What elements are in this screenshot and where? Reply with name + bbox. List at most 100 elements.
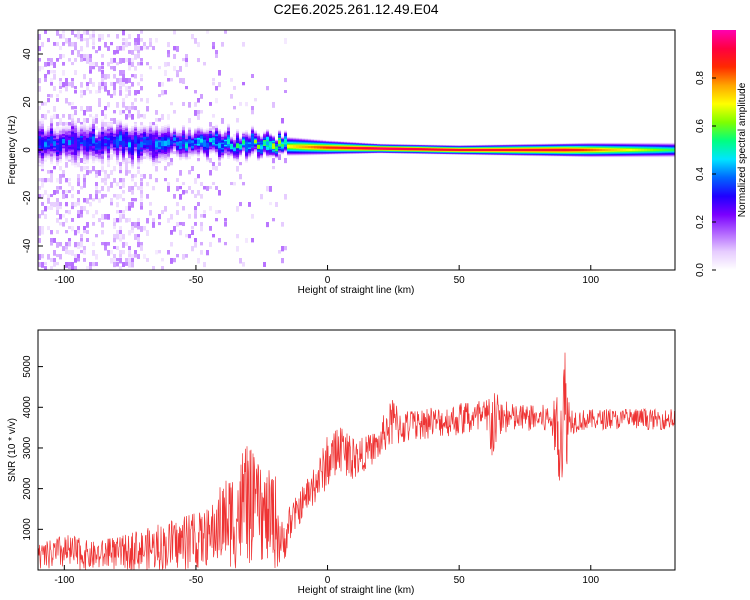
spectrogram-cell xyxy=(137,226,140,230)
spectrogram-cell xyxy=(185,234,188,238)
spectrogram-cell xyxy=(515,149,518,151)
spectrogram-cell xyxy=(68,82,71,87)
spectrogram-cell xyxy=(272,218,275,222)
spectrogram-cell xyxy=(59,118,62,124)
snr-x-tick-label: -50 xyxy=(189,575,204,586)
spectrogram-cell xyxy=(74,34,77,38)
spectrogram-cell xyxy=(188,118,191,124)
spectrogram-cell xyxy=(131,262,134,268)
spectrogram-cell xyxy=(224,222,227,227)
spectrogram-cell xyxy=(134,254,137,258)
spectrogram-cell xyxy=(89,34,92,40)
spectrogram-cell xyxy=(368,147,371,150)
spectrogram-cell xyxy=(98,102,101,107)
spectrogram-cell xyxy=(62,246,65,252)
spectrogram-cell xyxy=(44,206,47,212)
spectrogram-cell xyxy=(452,148,455,151)
spectrogram-cell xyxy=(281,246,284,252)
spectrogram-cell xyxy=(38,34,41,40)
spectrogram-cell xyxy=(125,262,128,266)
snr-y-ticks: 1000 2000 3000 4000 5000 xyxy=(22,355,43,540)
spectrogram-cell xyxy=(143,174,146,179)
spectrogram-cell xyxy=(47,254,50,260)
spectrogram-cell xyxy=(164,70,167,76)
spectrogram-cell xyxy=(152,186,155,191)
spectrogram-cell xyxy=(77,230,80,234)
spectrogram-cell xyxy=(98,34,101,40)
spectrogram-cell xyxy=(110,170,113,175)
spectrogram-cell xyxy=(323,146,326,149)
spectrogram-cell xyxy=(479,149,482,151)
spectrogram-cell xyxy=(122,110,125,114)
spectrogram-cell xyxy=(107,34,110,38)
spectrogram-cell xyxy=(182,139,185,145)
spectrogram-cell xyxy=(56,198,59,203)
spectrogram-cell xyxy=(620,148,623,152)
spectrogram-cell xyxy=(200,94,203,99)
spectrogram-cell xyxy=(209,138,212,143)
spectrogram-cell xyxy=(179,66,182,72)
spectrogram-cell xyxy=(146,194,149,199)
spectrogram-cell xyxy=(125,258,128,262)
spectrogram-cell xyxy=(80,206,83,210)
spectrogram-cell xyxy=(218,143,221,149)
spectrogram-cell xyxy=(65,246,68,250)
spectrogram-cell xyxy=(134,174,137,178)
spectrogram-cell xyxy=(140,198,143,202)
spectrogram-y-tick-label: 20 xyxy=(22,96,33,108)
spectrogram-cell xyxy=(95,144,98,149)
snr-x-tick-label: 0 xyxy=(325,575,331,586)
spectrogram-cell xyxy=(197,202,200,207)
spectrogram-cell xyxy=(194,102,197,107)
spectrogram-cell xyxy=(125,114,128,120)
spectrogram-cell xyxy=(143,42,146,48)
spectrogram-cell xyxy=(122,74,125,80)
spectrogram-cell xyxy=(89,202,92,207)
spectrogram-cell xyxy=(206,142,209,148)
spectrogram-cell xyxy=(113,254,116,259)
spectrogram-cell xyxy=(83,54,86,59)
spectrogram-cell xyxy=(212,114,215,118)
spectrogram-cell xyxy=(209,122,212,128)
spectrogram-cell xyxy=(260,194,263,200)
spectrogram-cell xyxy=(194,194,197,199)
spectrogram-cell xyxy=(239,258,242,264)
spectrogram-cell xyxy=(113,222,116,227)
spectrogram-cell xyxy=(332,146,335,149)
spectrogram-cell xyxy=(101,186,104,191)
spectrogram-cell xyxy=(83,30,86,35)
spectrogram-cell xyxy=(92,30,95,35)
spectrogram-cell xyxy=(209,158,212,163)
spectrogram-cell xyxy=(68,190,71,194)
spectrogram-cell xyxy=(167,162,170,167)
spectrogram-cell xyxy=(533,149,536,151)
spectrogram-cell xyxy=(269,202,272,206)
spectrogram-cell xyxy=(62,138,65,144)
spectrogram-cell xyxy=(83,58,86,62)
spectrogram-cell xyxy=(383,147,386,150)
spectrogram-cell xyxy=(140,194,143,200)
spectrogram-cell xyxy=(179,194,182,200)
spectrogram-cell xyxy=(224,218,227,222)
spectrogram-cell xyxy=(89,170,92,174)
spectrogram-cell xyxy=(98,90,101,94)
spectrogram-cell xyxy=(98,198,101,203)
spectrogram-cell xyxy=(56,242,59,248)
spectrogram-cell xyxy=(92,166,95,172)
spectrogram-cell xyxy=(638,148,641,152)
spectrogram-cell xyxy=(116,230,119,236)
spectrogram-cell xyxy=(272,166,275,170)
spectrogram-cell xyxy=(101,110,104,116)
spectrogram-cell xyxy=(101,82,104,88)
spectrogram-cell xyxy=(74,58,77,62)
spectrogram-cell xyxy=(320,146,323,149)
spectrogram-cell xyxy=(131,186,134,191)
spectrogram-cell xyxy=(134,54,137,60)
spectrogram-y-label: Frequency (Hz) xyxy=(7,116,18,185)
spectrogram-cell xyxy=(542,149,545,151)
spectrogram-cell xyxy=(122,242,125,248)
spectrogram-cell xyxy=(83,250,86,255)
spectrogram-cell xyxy=(119,238,122,242)
spectrogram-cell xyxy=(161,140,164,147)
spectrogram-cell xyxy=(218,162,221,166)
